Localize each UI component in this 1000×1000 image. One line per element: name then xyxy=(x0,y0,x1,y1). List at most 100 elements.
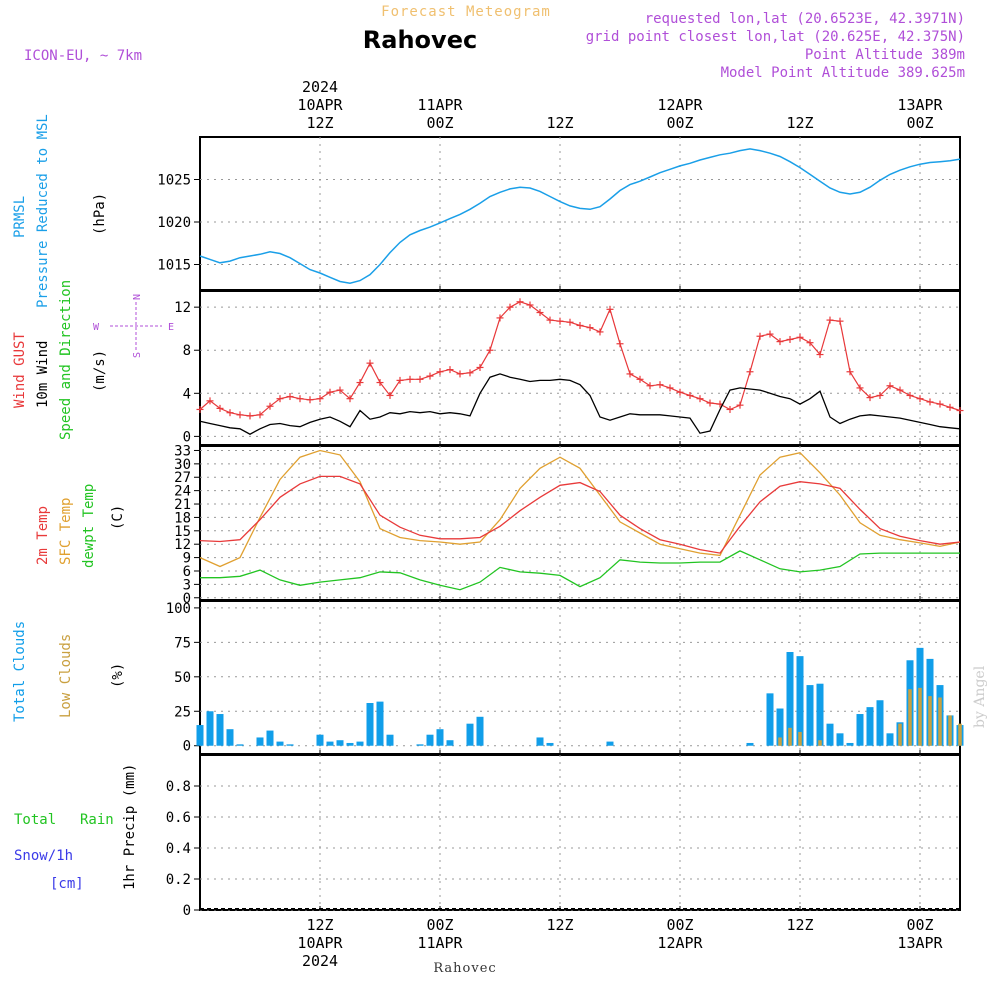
time-axis-label: 12Z xyxy=(306,916,333,934)
time-axis-label: 00Z xyxy=(906,114,933,132)
total-cloud-bar xyxy=(426,734,434,746)
time-axis-label: 00Z xyxy=(906,916,933,934)
compass-e: E xyxy=(168,322,174,333)
total-cloud-bar xyxy=(316,734,324,746)
total-cloud-bar xyxy=(226,729,234,746)
total-cloud-bar xyxy=(206,711,214,746)
compass-n: N xyxy=(132,294,143,300)
y-tick-label: 6 xyxy=(183,564,191,580)
time-axis-label: 00Z xyxy=(426,114,453,132)
low-cloud-bar xyxy=(918,687,922,746)
y-tick-label: 1025 xyxy=(157,173,191,189)
total-cloud-bar xyxy=(846,742,854,746)
total-cloud-bar xyxy=(826,723,834,746)
pressure-line xyxy=(199,148,961,284)
wind10-line xyxy=(199,373,961,435)
point-altitude: Point Altitude 389m xyxy=(805,47,965,63)
total-cloud-bar xyxy=(376,701,384,746)
total-cloud-bar xyxy=(776,708,784,746)
time-axis-label: 2024 xyxy=(302,952,338,970)
y-tick-label: 0.6 xyxy=(166,810,191,826)
chart-title: Forecast Meteogram xyxy=(381,4,551,20)
wind-unit: (m/s) xyxy=(92,350,108,392)
y-tick-label: 25 xyxy=(174,704,191,720)
time-axis-label: 12Z xyxy=(786,114,813,132)
y-tick-label: 0 xyxy=(183,903,191,919)
total-cloud-bar xyxy=(476,716,484,746)
y-tick-label: 0 xyxy=(183,739,191,755)
requested-coords: requested lon,lat (20.6523E, 42.3971N) xyxy=(645,11,965,27)
time-axis-label: 00Z xyxy=(666,114,693,132)
time-axis-label: 2024 xyxy=(302,78,338,96)
total-cloud-bar xyxy=(336,740,344,746)
y-tick-label: 0 xyxy=(183,591,191,607)
compass-w: W xyxy=(93,322,100,333)
precip-total-label: Total xyxy=(14,812,56,828)
y-tick-label: 33 xyxy=(174,443,191,459)
total-cloud-bar xyxy=(886,733,894,746)
total-cloud-bar xyxy=(196,725,204,746)
dewpt-label: dewpt Temp xyxy=(81,484,97,568)
y-tick-label: 24 xyxy=(174,484,191,500)
sfc-temp-label: SFC Temp xyxy=(58,498,74,565)
time-axis-label: 12Z xyxy=(306,114,333,132)
low-cloud-bar xyxy=(908,689,912,746)
panel-frame xyxy=(199,136,961,291)
time-axis-label: 11APR xyxy=(417,96,463,114)
y-tick-label: 8 xyxy=(183,343,191,359)
total-cloud-bar xyxy=(446,740,454,746)
y-tick-label: 0 xyxy=(183,429,191,445)
total-cloud-bar xyxy=(536,737,544,746)
total-cloud-bar xyxy=(796,656,804,746)
y-tick-label: 1015 xyxy=(157,258,191,274)
total-cloud-bar xyxy=(386,734,394,746)
total-cloud-bar xyxy=(606,741,614,746)
precip-snow-label: Snow/1h xyxy=(14,848,73,864)
total-cloud-bar xyxy=(326,741,334,746)
y-tick-label: 0.8 xyxy=(166,779,191,795)
wind-gust-label: Wind GUST xyxy=(12,332,28,408)
total-cloud-bar xyxy=(416,744,424,746)
y-tick-label: 30 xyxy=(174,457,191,473)
total-cloud-bar xyxy=(276,741,284,746)
y-tick-label: 0.4 xyxy=(166,841,191,857)
total-cloud-bar xyxy=(786,652,794,746)
precip-rain-label: Rain xyxy=(80,812,114,828)
total-cloud-bar xyxy=(836,733,844,746)
grid-point-coords: grid point closest lon,lat (20.625E, 42.… xyxy=(586,29,965,45)
prmsl-label: PRMSL xyxy=(12,196,28,238)
y-tick-label: 100 xyxy=(166,601,191,617)
time-axis-label: 00Z xyxy=(666,916,693,934)
low-cloud-bar xyxy=(938,697,942,746)
prmsl-desc-label: Pressure Reduced to MSL xyxy=(35,114,51,308)
low-cloud-bar xyxy=(948,715,952,746)
wind10-label: 10m Wind xyxy=(35,341,51,408)
time-axis-label: 11APR xyxy=(417,934,463,952)
y-tick-label: 18 xyxy=(174,510,191,526)
y-tick-label: 12 xyxy=(174,300,191,316)
y-tick-label: 3 xyxy=(183,577,191,593)
total-clouds-label: Total Clouds xyxy=(12,621,28,722)
dewpt-line xyxy=(200,550,960,591)
compass-s: S xyxy=(132,352,143,358)
total-cloud-bar xyxy=(256,737,264,746)
low-cloud-bar xyxy=(778,737,782,746)
plot-layer: 1015102010250481203691215182124273033025… xyxy=(157,78,964,970)
location-title: Rahovec xyxy=(363,26,477,54)
y-tick-label: 15 xyxy=(174,524,191,540)
low-cloud-bar xyxy=(958,723,962,746)
time-axis-label: 13APR xyxy=(897,934,943,952)
y-tick-label: 12 xyxy=(174,537,191,553)
time-axis-label: 12APR xyxy=(657,96,703,114)
time-axis-label: 12APR xyxy=(657,934,703,952)
t2m-label: 2m Temp xyxy=(35,506,51,565)
total-cloud-bar xyxy=(546,742,554,746)
low-cloud-bar xyxy=(798,731,802,746)
panel-frame xyxy=(199,754,961,911)
model-label: ICON-EU, ~ 7km xyxy=(24,48,142,64)
total-cloud-bar xyxy=(876,700,884,746)
time-axis-label: 00Z xyxy=(426,916,453,934)
total-cloud-bar xyxy=(236,744,244,746)
t2m-line xyxy=(199,475,961,554)
credit-watermark: by Angel xyxy=(972,665,988,728)
